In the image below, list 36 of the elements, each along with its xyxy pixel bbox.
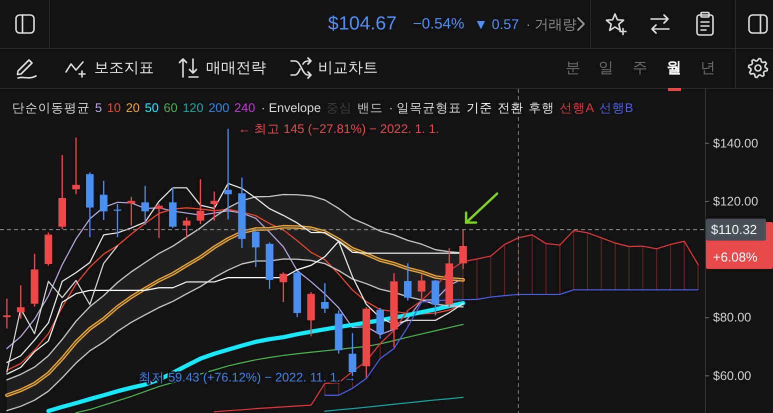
text: 주 <box>632 60 648 76</box>
y-tick-label: $140.00 <box>713 136 758 150</box>
text: 월 <box>666 60 682 76</box>
y-tick-label: $120.00 <box>713 194 758 208</box>
text: 일 <box>598 60 614 76</box>
annotation: · 일목균형표 <box>388 101 462 115</box>
legend-label: 240 <box>234 101 256 115</box>
text: ▼ 0.57 <box>474 16 520 32</box>
text: 선행B <box>598 101 634 115</box>
text: 보조지표 <box>94 60 154 76</box>
text: 50 <box>144 101 159 115</box>
text: 20 <box>126 101 140 115</box>
text: 60 <box>164 101 178 115</box>
text: 120 <box>182 101 204 115</box>
ref-line-label: $110.32 <box>711 222 758 238</box>
text: 선행A <box>560 101 595 115</box>
text: 비교차트 <box>318 60 378 76</box>
y-tick-label: $80.00 <box>713 310 752 325</box>
text: $104.67 <box>328 14 397 34</box>
text: 전환 <box>498 101 524 115</box>
text: 후행 <box>528 101 555 115</box>
text: −0.54% <box>413 16 464 32</box>
annotation: 단순이동평균 <box>12 101 90 115</box>
text: 5 <box>95 101 102 115</box>
text: +6.08% <box>713 250 758 264</box>
text: · 거래량 <box>526 16 577 32</box>
text: 매매전략 <box>206 60 266 76</box>
text: 기준 <box>466 101 493 115</box>
text: 년 <box>700 60 716 76</box>
text: 밴드 <box>356 101 383 115</box>
annotation: ← 최고 145 (−27.81%) − 2022. 1. 1. <box>238 122 440 136</box>
text: 분 <box>566 60 580 76</box>
text: 10 <box>106 101 121 115</box>
y-tick-label: $60.00 <box>713 368 752 383</box>
annotation: · Envelope <box>261 101 321 115</box>
legend-label: 200 <box>208 101 230 115</box>
